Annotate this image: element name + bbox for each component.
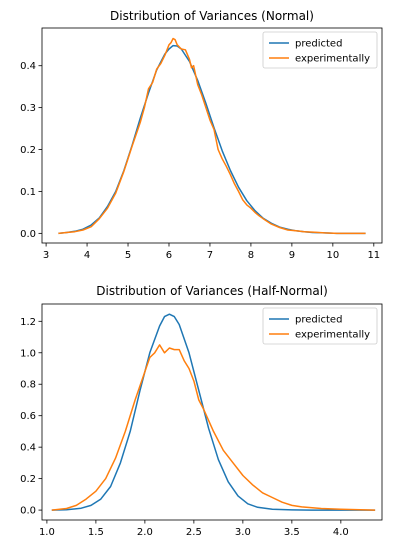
y-tick-label: 0.2 xyxy=(20,474,36,485)
x-tick-label: 3 xyxy=(43,250,49,261)
y-tick-label: 0.2 xyxy=(20,145,36,156)
legend-label: experimentally xyxy=(295,54,370,65)
axes: 3 4 5 6 7 8 9 10 11 0.0 0.1 0.2 0.3 0.4 xyxy=(20,27,383,261)
plot-frame xyxy=(41,303,383,521)
y-tick-label: 0.3 xyxy=(20,103,36,114)
x-tick-label: 3.0 xyxy=(235,527,251,538)
axes: 1.0 1.5 2.0 2.5 3.0 3.5 4.0 0.0 0.2 0.4 0.6 0.8 1.0 1… xyxy=(20,303,383,538)
x-tick-label: 7 xyxy=(207,250,213,261)
x-tick-label: 5 xyxy=(125,250,131,261)
x-tick-label: 3.5 xyxy=(284,527,300,538)
y-tick-label: 0.4 xyxy=(20,443,36,454)
y-tick-label: 1.0 xyxy=(20,348,36,359)
y-tick-label: 0.4 xyxy=(20,61,36,72)
legend-box xyxy=(262,307,378,345)
x-tick-label: 9 xyxy=(289,250,295,261)
chart-title: Distribution of Variances (Half-Normal) xyxy=(96,284,328,298)
y-tick-label: 0.6 xyxy=(20,411,36,422)
series-line-experimentally xyxy=(51,344,376,511)
legend-label: predicted xyxy=(295,39,342,50)
legend-label: predicted xyxy=(295,315,342,326)
series-line-experimentally xyxy=(58,37,366,235)
y-tick-label: 0.1 xyxy=(20,187,36,198)
chart-normal: Distribution of Variances (Normal) 3 4 5 6 7… xyxy=(20,9,383,261)
y-tick-label: 1.2 xyxy=(20,317,36,328)
plot-lines xyxy=(51,313,376,511)
legend: predicted experimentally xyxy=(262,31,378,69)
legend: predicted experimentally xyxy=(262,307,378,345)
x-tick-label: 11 xyxy=(367,250,380,261)
x-tick-label: 1.5 xyxy=(88,527,104,538)
chart-title: Distribution of Variances (Normal) xyxy=(110,9,314,23)
series-line-predicted xyxy=(58,44,366,235)
plot-frame xyxy=(41,27,383,244)
x-tick-label: 2.0 xyxy=(137,527,153,538)
x-tick-label: 4.0 xyxy=(333,527,349,538)
series-line-predicted xyxy=(51,313,376,511)
x-tick-label: 2.5 xyxy=(186,527,202,538)
x-tick-label: 10 xyxy=(326,250,339,261)
y-tick-label: 0.8 xyxy=(20,380,36,391)
x-tick-label: 4 xyxy=(84,250,90,261)
legend-box xyxy=(262,31,378,69)
y-tick-label: 0.0 xyxy=(20,229,36,240)
plot-lines xyxy=(58,37,366,235)
x-tick-label: 6 xyxy=(166,250,172,261)
legend-label: experimentally xyxy=(295,330,370,341)
y-tick-label: 0.0 xyxy=(20,506,36,517)
x-tick-label: 8 xyxy=(248,250,254,261)
chart-half-normal: Distribution of Variances (Half-Normal) … xyxy=(20,284,383,538)
x-tick-label: 1.0 xyxy=(39,527,55,538)
